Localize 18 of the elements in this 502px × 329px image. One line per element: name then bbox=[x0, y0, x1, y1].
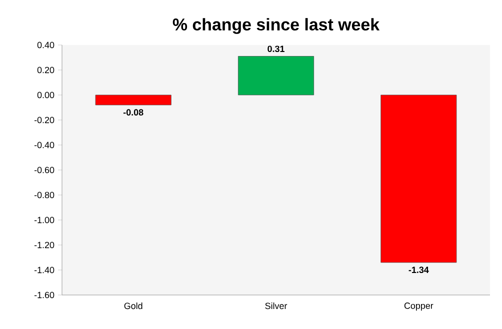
y-tick-label: -1.20 bbox=[34, 242, 54, 248]
y-tick-label: -1.00 bbox=[34, 216, 54, 224]
y-tick-label: -0.60 bbox=[34, 166, 54, 174]
data-label: -1.34 bbox=[408, 266, 429, 274]
x-tick-label: Gold bbox=[124, 302, 142, 310]
y-tick-label: -0.40 bbox=[34, 142, 54, 148]
y-tick-label: -0.80 bbox=[34, 192, 54, 198]
x-tick-label: Silver bbox=[265, 302, 288, 310]
y-tick-label: -1.40 bbox=[34, 266, 54, 274]
y-tick-label: 0.00 bbox=[37, 92, 54, 98]
x-tick-label: Copper bbox=[404, 302, 434, 311]
chart-title: % change since last week bbox=[172, 18, 380, 34]
data-label: -0.08 bbox=[123, 109, 144, 116]
y-tick-label: 0.20 bbox=[37, 66, 54, 74]
data-label: 0.31 bbox=[268, 46, 284, 52]
y-tick-label: -1.60 bbox=[34, 292, 54, 298]
y-tick-label: 0.40 bbox=[37, 42, 54, 48]
y-tick-label: -0.20 bbox=[34, 116, 54, 124]
